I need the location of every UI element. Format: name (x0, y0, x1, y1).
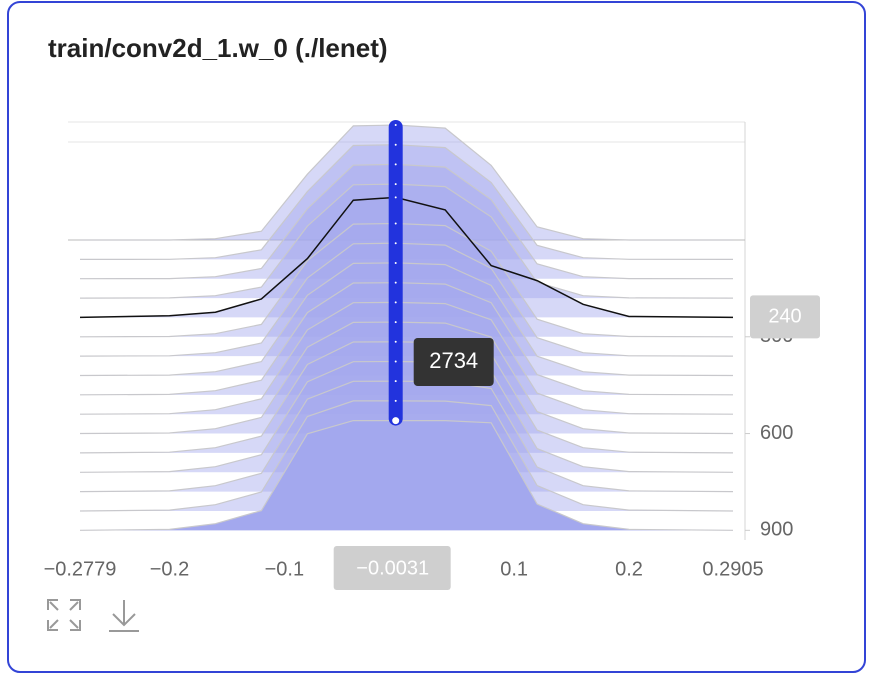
hover-step-badge (750, 295, 820, 339)
ridge-fill (80, 197, 733, 318)
y-tick-label: 600 (760, 422, 793, 444)
y-tick-label: 900 (760, 519, 793, 541)
fullscreen-icon[interactable] (47, 599, 81, 631)
chart-title: train/conv2d_1.w_0 (./lenet) (48, 33, 388, 63)
card-border (7, 1, 866, 673)
ridge-fill (80, 361, 733, 473)
x-tick-label: 0.2905 (702, 558, 763, 580)
hover-point (393, 300, 398, 305)
hover-point (393, 398, 398, 403)
hover-point (393, 162, 398, 167)
hover-point (391, 416, 401, 426)
hover-x-label: −0.0031 (356, 557, 429, 579)
x-tick-label: −0.2779 (44, 558, 117, 580)
ridge-fill (80, 243, 733, 357)
ridge-fill (80, 420, 733, 531)
ridge-fill (80, 302, 733, 415)
ridge-fill (80, 223, 733, 337)
hover-bar (388, 120, 403, 426)
ridge-fill (80, 164, 733, 279)
hover-point (393, 359, 398, 364)
download-icon[interactable] (109, 600, 139, 632)
frame (68, 121, 746, 540)
ridge-fill (80, 184, 733, 299)
hover-point (393, 142, 398, 147)
hover-point (393, 339, 398, 344)
hover-x-badge (333, 546, 451, 590)
x-tick-label: 0.1 (500, 558, 528, 580)
hover-point (393, 260, 398, 265)
hover-point (393, 123, 398, 128)
value-tooltip-label: 2734 (429, 348, 478, 373)
hover-point (393, 379, 398, 384)
ridge-fill (80, 322, 733, 434)
hover-point (393, 320, 398, 325)
plot (68, 120, 750, 531)
hover-point (393, 241, 398, 246)
ridge-fill (80, 144, 733, 260)
hover-point (393, 182, 398, 187)
hover-step-label: 240 (768, 306, 801, 328)
ridge-fill (80, 282, 733, 395)
hover-point (393, 195, 398, 200)
x-tick-label: −0.1 (265, 558, 304, 580)
hover-point (393, 280, 398, 285)
x-tick-label: −0.2 (150, 558, 189, 580)
ridge-fill (80, 262, 733, 376)
ridge-fill (80, 341, 733, 453)
ridge-fill (80, 125, 733, 240)
value-tooltip (413, 338, 494, 386)
hover-point (393, 221, 398, 226)
x-tick-label: 0.2 (615, 558, 643, 580)
